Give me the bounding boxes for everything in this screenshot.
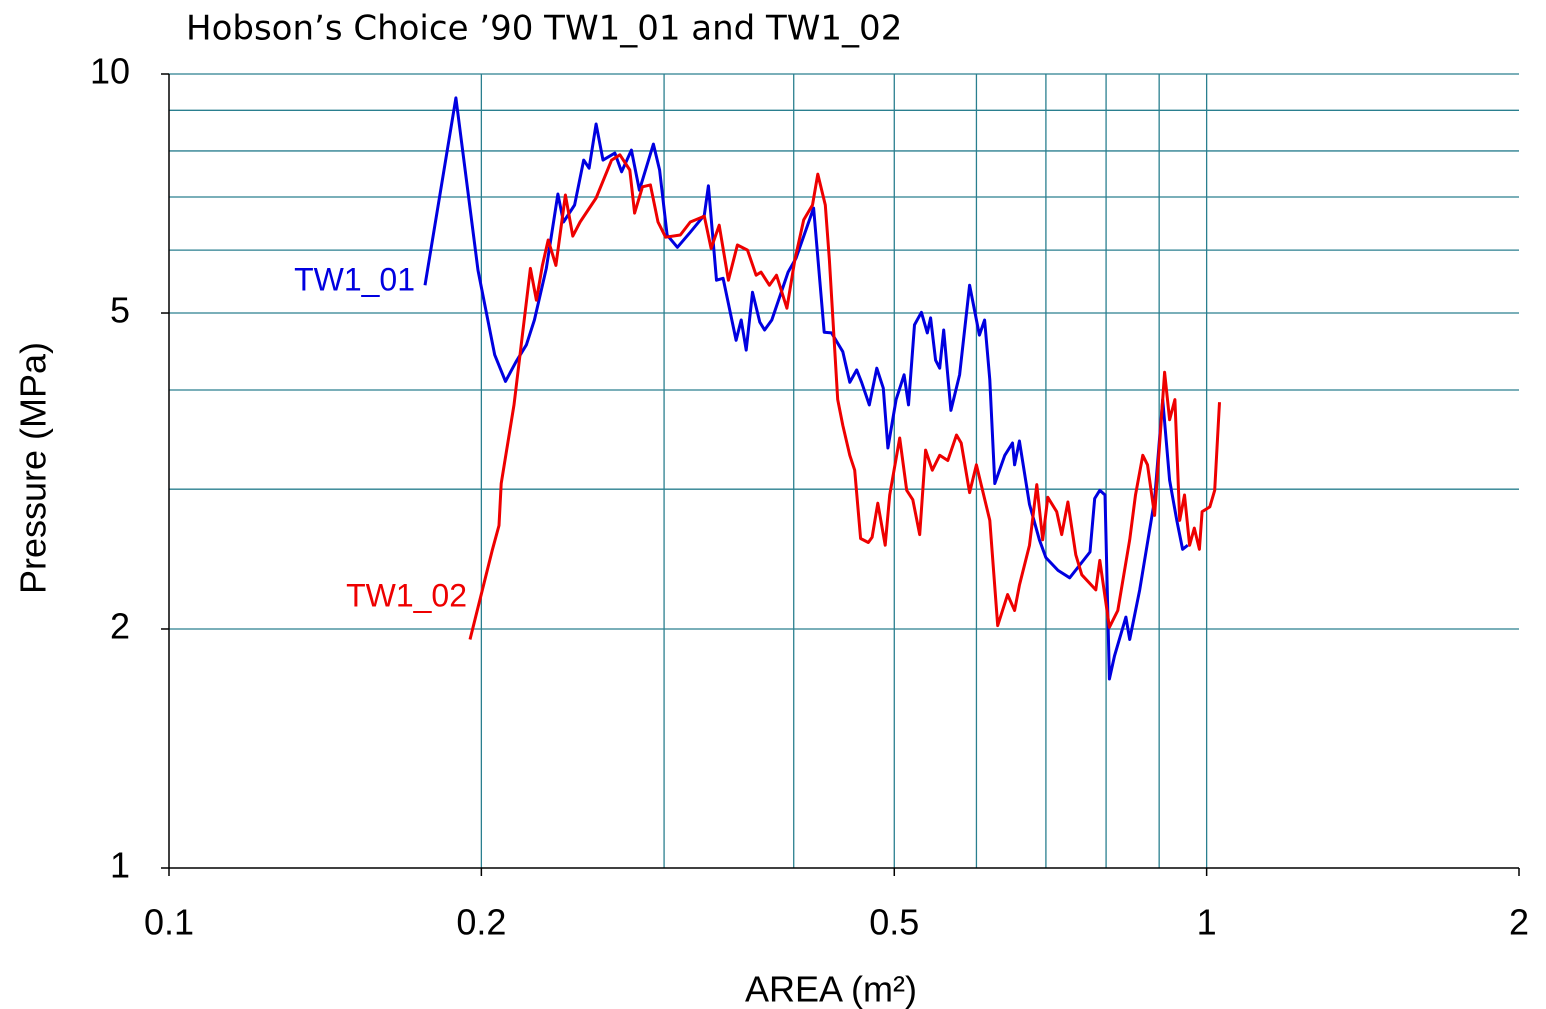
series-label: TW1_01: [294, 261, 415, 297]
y-tick-label: 2: [110, 605, 130, 646]
y-axis-label: Pressure (MPa): [13, 342, 54, 594]
x-tick-label: 0.5: [869, 902, 919, 943]
x-tick-label: 1: [1197, 902, 1217, 943]
series-line: [468, 153, 1221, 640]
x-tick-label: 2: [1509, 902, 1529, 943]
series-line: [423, 96, 1189, 681]
x-tick-label: 0.1: [144, 902, 194, 943]
x-axis-label: AREA (m²): [745, 969, 917, 1009]
y-tick-label: 5: [110, 290, 130, 331]
x-tick-label: 0.2: [456, 902, 506, 943]
series-label: TW1_02: [346, 577, 467, 613]
y-tick-label: 1: [110, 845, 130, 886]
y-tick-label: 10: [90, 51, 130, 92]
chart-title: Hobson’s Choice ’90 TW1_01 and TW1_02: [186, 9, 902, 49]
